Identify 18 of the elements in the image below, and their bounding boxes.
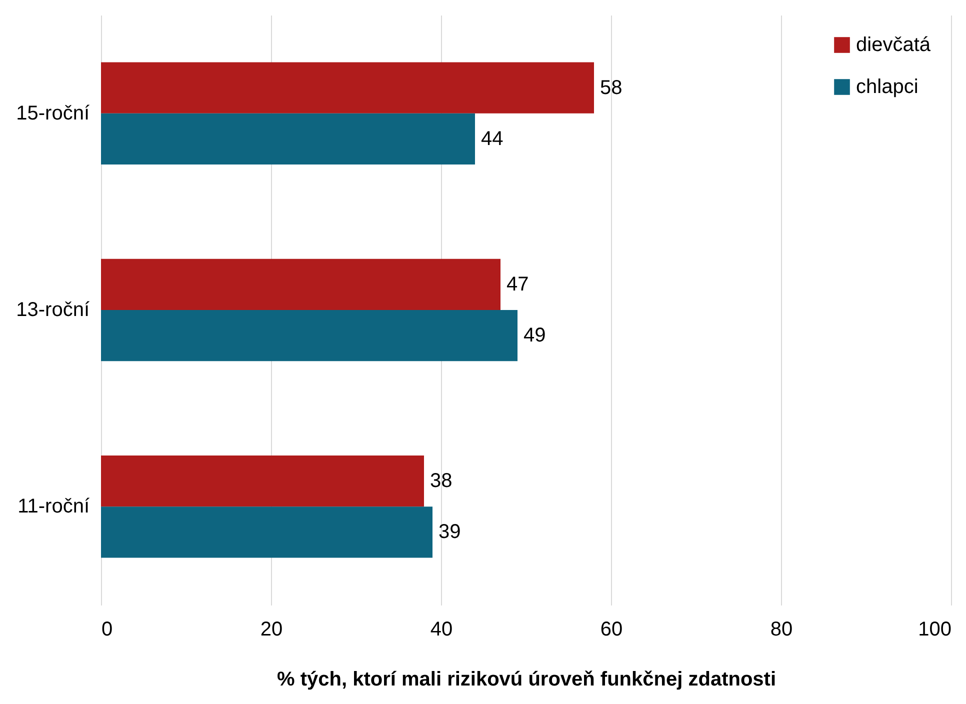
data-label: 58 (600, 76, 622, 99)
data-label: 44 (481, 128, 504, 150)
x-tick-label: 100 (918, 618, 952, 640)
x-tick-label: 60 (600, 618, 623, 640)
legend-label: chlapci (856, 76, 918, 98)
y-tick-label: 11-roční (18, 496, 90, 518)
x-tick-label: 40 (430, 618, 453, 640)
data-label: 39 (438, 521, 461, 544)
data-label: 38 (430, 470, 452, 492)
x-tick-label: 20 (260, 618, 283, 640)
x-tick-label: 80 (770, 618, 793, 640)
y-tick-label: 15-roční (16, 102, 90, 124)
y-tick-label: 13-roční (16, 299, 90, 321)
data-label: 47 (506, 273, 529, 296)
data-label: 49 (524, 324, 546, 347)
legend-label: dievčatá (856, 34, 932, 56)
x-axis-title: % tých, ktorí mali rizikovú úroveň funkčnej zdatnosti (277, 668, 776, 690)
x-tick-label: 0 (102, 618, 113, 640)
